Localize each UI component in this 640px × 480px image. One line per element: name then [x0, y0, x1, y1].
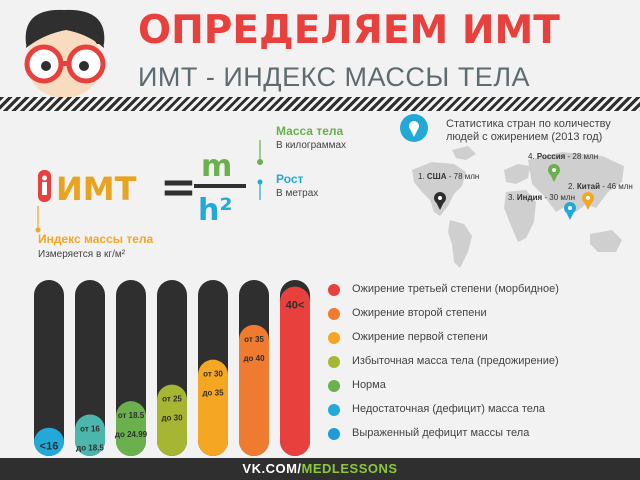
footer-link[interactable]: VK.COM/MEDLESSONS	[0, 461, 640, 476]
index-subtitle: Измеряется в кг/м²	[38, 249, 126, 260]
legend-label: Недостаточная (дефицит) масса тела	[352, 403, 546, 415]
stats-title: Статистика стран по количеству людей с о…	[446, 118, 611, 143]
scale-bar-fill	[116, 401, 146, 456]
location-pin-icon	[400, 114, 428, 142]
legend-label: Норма	[352, 379, 386, 391]
legend-dot-icon	[328, 380, 340, 392]
legend-dot-icon	[328, 428, 340, 440]
legend-label: Ожирение первой степени	[352, 331, 488, 343]
country-india: 3. Индия - 30 млн	[508, 193, 575, 202]
legend-label: Выраженный дефицит массы тела	[352, 427, 530, 439]
legend-dot-icon	[328, 332, 340, 344]
mass-subtitle: В килограммах	[276, 140, 346, 151]
scale-bar-track	[75, 280, 105, 456]
formula-equals: =	[160, 162, 197, 213]
legend-dot-icon	[328, 356, 340, 368]
map-pin-russia	[548, 164, 560, 182]
nerd-face-icon	[24, 9, 106, 98]
scale-bar-track	[34, 280, 64, 456]
page-title: ОПРЕДЕЛЯЕМ ИМТ	[138, 8, 560, 53]
scale-bar-fill	[239, 324, 269, 456]
page-subtitle: ИМТ - ИНДЕКС МАССЫ ТЕЛА	[138, 62, 531, 92]
scale-bar-label: до 35	[202, 389, 224, 398]
map-pin-usa	[434, 192, 446, 210]
footer-handle: MEDLESSONS	[301, 461, 398, 476]
scale-bar-label: <16	[40, 441, 59, 453]
scale-bar-label: от 25	[162, 395, 182, 404]
formula-denominator: h²	[198, 193, 233, 228]
footer-site: VK.COM/	[242, 461, 302, 476]
country-china: 2. Китай - 46 млн	[568, 182, 633, 191]
scale-bar-fill	[34, 427, 64, 456]
formula-imt: ИМТ	[56, 170, 137, 208]
scale-bar-label: от 30	[203, 370, 223, 379]
scale-bar-label: до 30	[161, 414, 183, 423]
scale-bar-fill	[280, 286, 310, 456]
scale-bar-fill	[157, 384, 187, 456]
country-russia: 4. Россия - 28 млн	[528, 152, 599, 161]
bmi-formula: ИМТ = m h²	[35, 140, 263, 233]
world-map	[400, 114, 624, 268]
legend-label: Ожирение второй степени	[352, 307, 487, 319]
scale-bar-label: от 35	[244, 335, 264, 344]
scale-bar-fill	[75, 414, 105, 456]
person-icon	[38, 170, 51, 202]
index-title: Индекс массы тела	[38, 232, 154, 246]
legend-dot-icon	[328, 308, 340, 320]
map-pin-china	[582, 192, 594, 210]
scale-bar-label: до 24.99	[115, 430, 148, 439]
scale-bar-label: до 40	[243, 354, 265, 363]
legend-label: Избыточная масса тела (предожирение)	[352, 355, 559, 367]
scale-bar-label: от 16	[80, 424, 100, 433]
scale-bar-label: от 18.5	[118, 411, 145, 420]
striped-divider	[0, 97, 640, 111]
footer: VK.COM/MEDLESSONS	[0, 458, 640, 480]
height-subtitle: В метрах	[276, 188, 319, 199]
height-title: Рост	[276, 172, 304, 186]
legend-dot-icon	[328, 284, 340, 296]
legend-label: Ожирение третьей степени (морбидное)	[352, 283, 559, 295]
map-pin-india	[564, 202, 576, 220]
formula-numerator: m	[201, 149, 232, 184]
scale-bar-label: до 18.5	[76, 443, 104, 452]
country-usa: 1. США - 78 млн	[418, 172, 480, 181]
mass-title: Масса тела	[276, 124, 344, 138]
legend-dot-icon	[328, 404, 340, 416]
scale-bar-label: 40<	[286, 300, 305, 312]
bmi-scale-bars: <16 от 16 до 18.5 от 18.5 до 24.99 от 25 до 30…	[34, 280, 310, 456]
scale-bar-fill	[198, 359, 228, 456]
